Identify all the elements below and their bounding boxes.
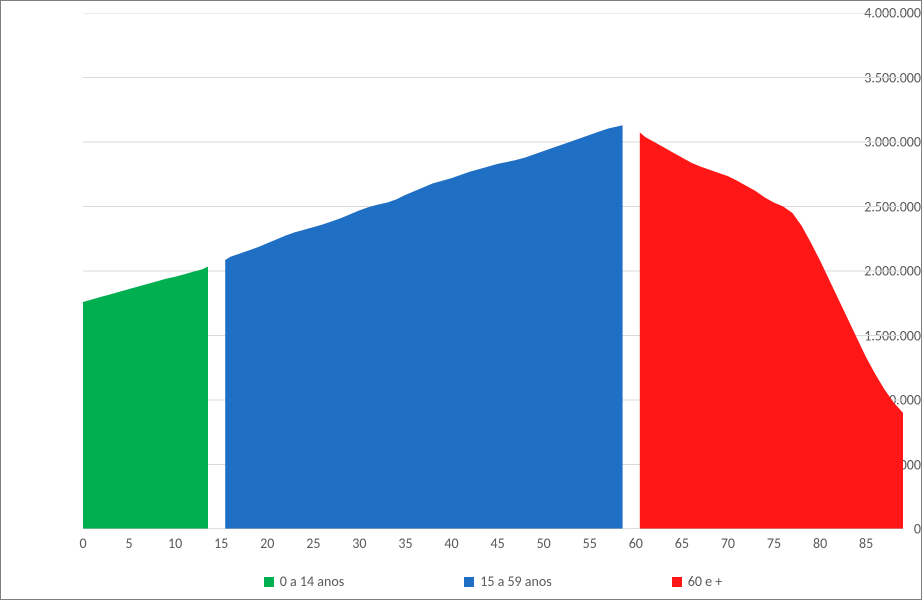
x-tick-label: 15 <box>214 535 228 552</box>
x-tick-label: 80 <box>813 535 827 552</box>
x-tick-label: 25 <box>306 535 320 552</box>
legend-label: 0 a 14 anos <box>280 573 344 590</box>
legend: 0 a 14 anos 15 a 59 anos 60 e + <box>83 573 903 590</box>
legend-item: 15 a 59 anos <box>464 573 552 590</box>
x-tick-label: 70 <box>721 535 735 552</box>
x-tick-label: 50 <box>537 535 551 552</box>
series-1 <box>225 125 622 529</box>
chart-frame: 0500.0001.000.0001.500.0002.000.0002.500… <box>0 0 922 600</box>
x-tick-label: 5 <box>126 535 133 552</box>
plot-svg <box>83 13 903 529</box>
legend-label: 60 e + <box>688 573 722 590</box>
legend-swatch <box>264 577 274 587</box>
legend-item: 0 a 14 anos <box>264 573 344 590</box>
x-tick-label: 45 <box>490 535 504 552</box>
series-0 <box>83 266 208 529</box>
x-tick-label: 30 <box>352 535 366 552</box>
x-tick-label: 60 <box>629 535 643 552</box>
x-tick-label: 75 <box>767 535 781 552</box>
legend-item: 60 e + <box>672 573 722 590</box>
legend-swatch <box>672 577 682 587</box>
x-tick-label: 40 <box>444 535 458 552</box>
series-2 <box>640 132 903 529</box>
x-tick-label: 55 <box>583 535 597 552</box>
x-tick-label: 20 <box>260 535 274 552</box>
x-tick-label: 85 <box>859 535 873 552</box>
legend-swatch <box>464 577 474 587</box>
x-tick-label: 10 <box>168 535 182 552</box>
plot-area <box>83 13 903 529</box>
x-tick-label: 35 <box>398 535 412 552</box>
x-tick-label: 0 <box>79 535 86 552</box>
x-tick-label: 65 <box>675 535 689 552</box>
legend-label: 15 a 59 anos <box>480 573 552 590</box>
